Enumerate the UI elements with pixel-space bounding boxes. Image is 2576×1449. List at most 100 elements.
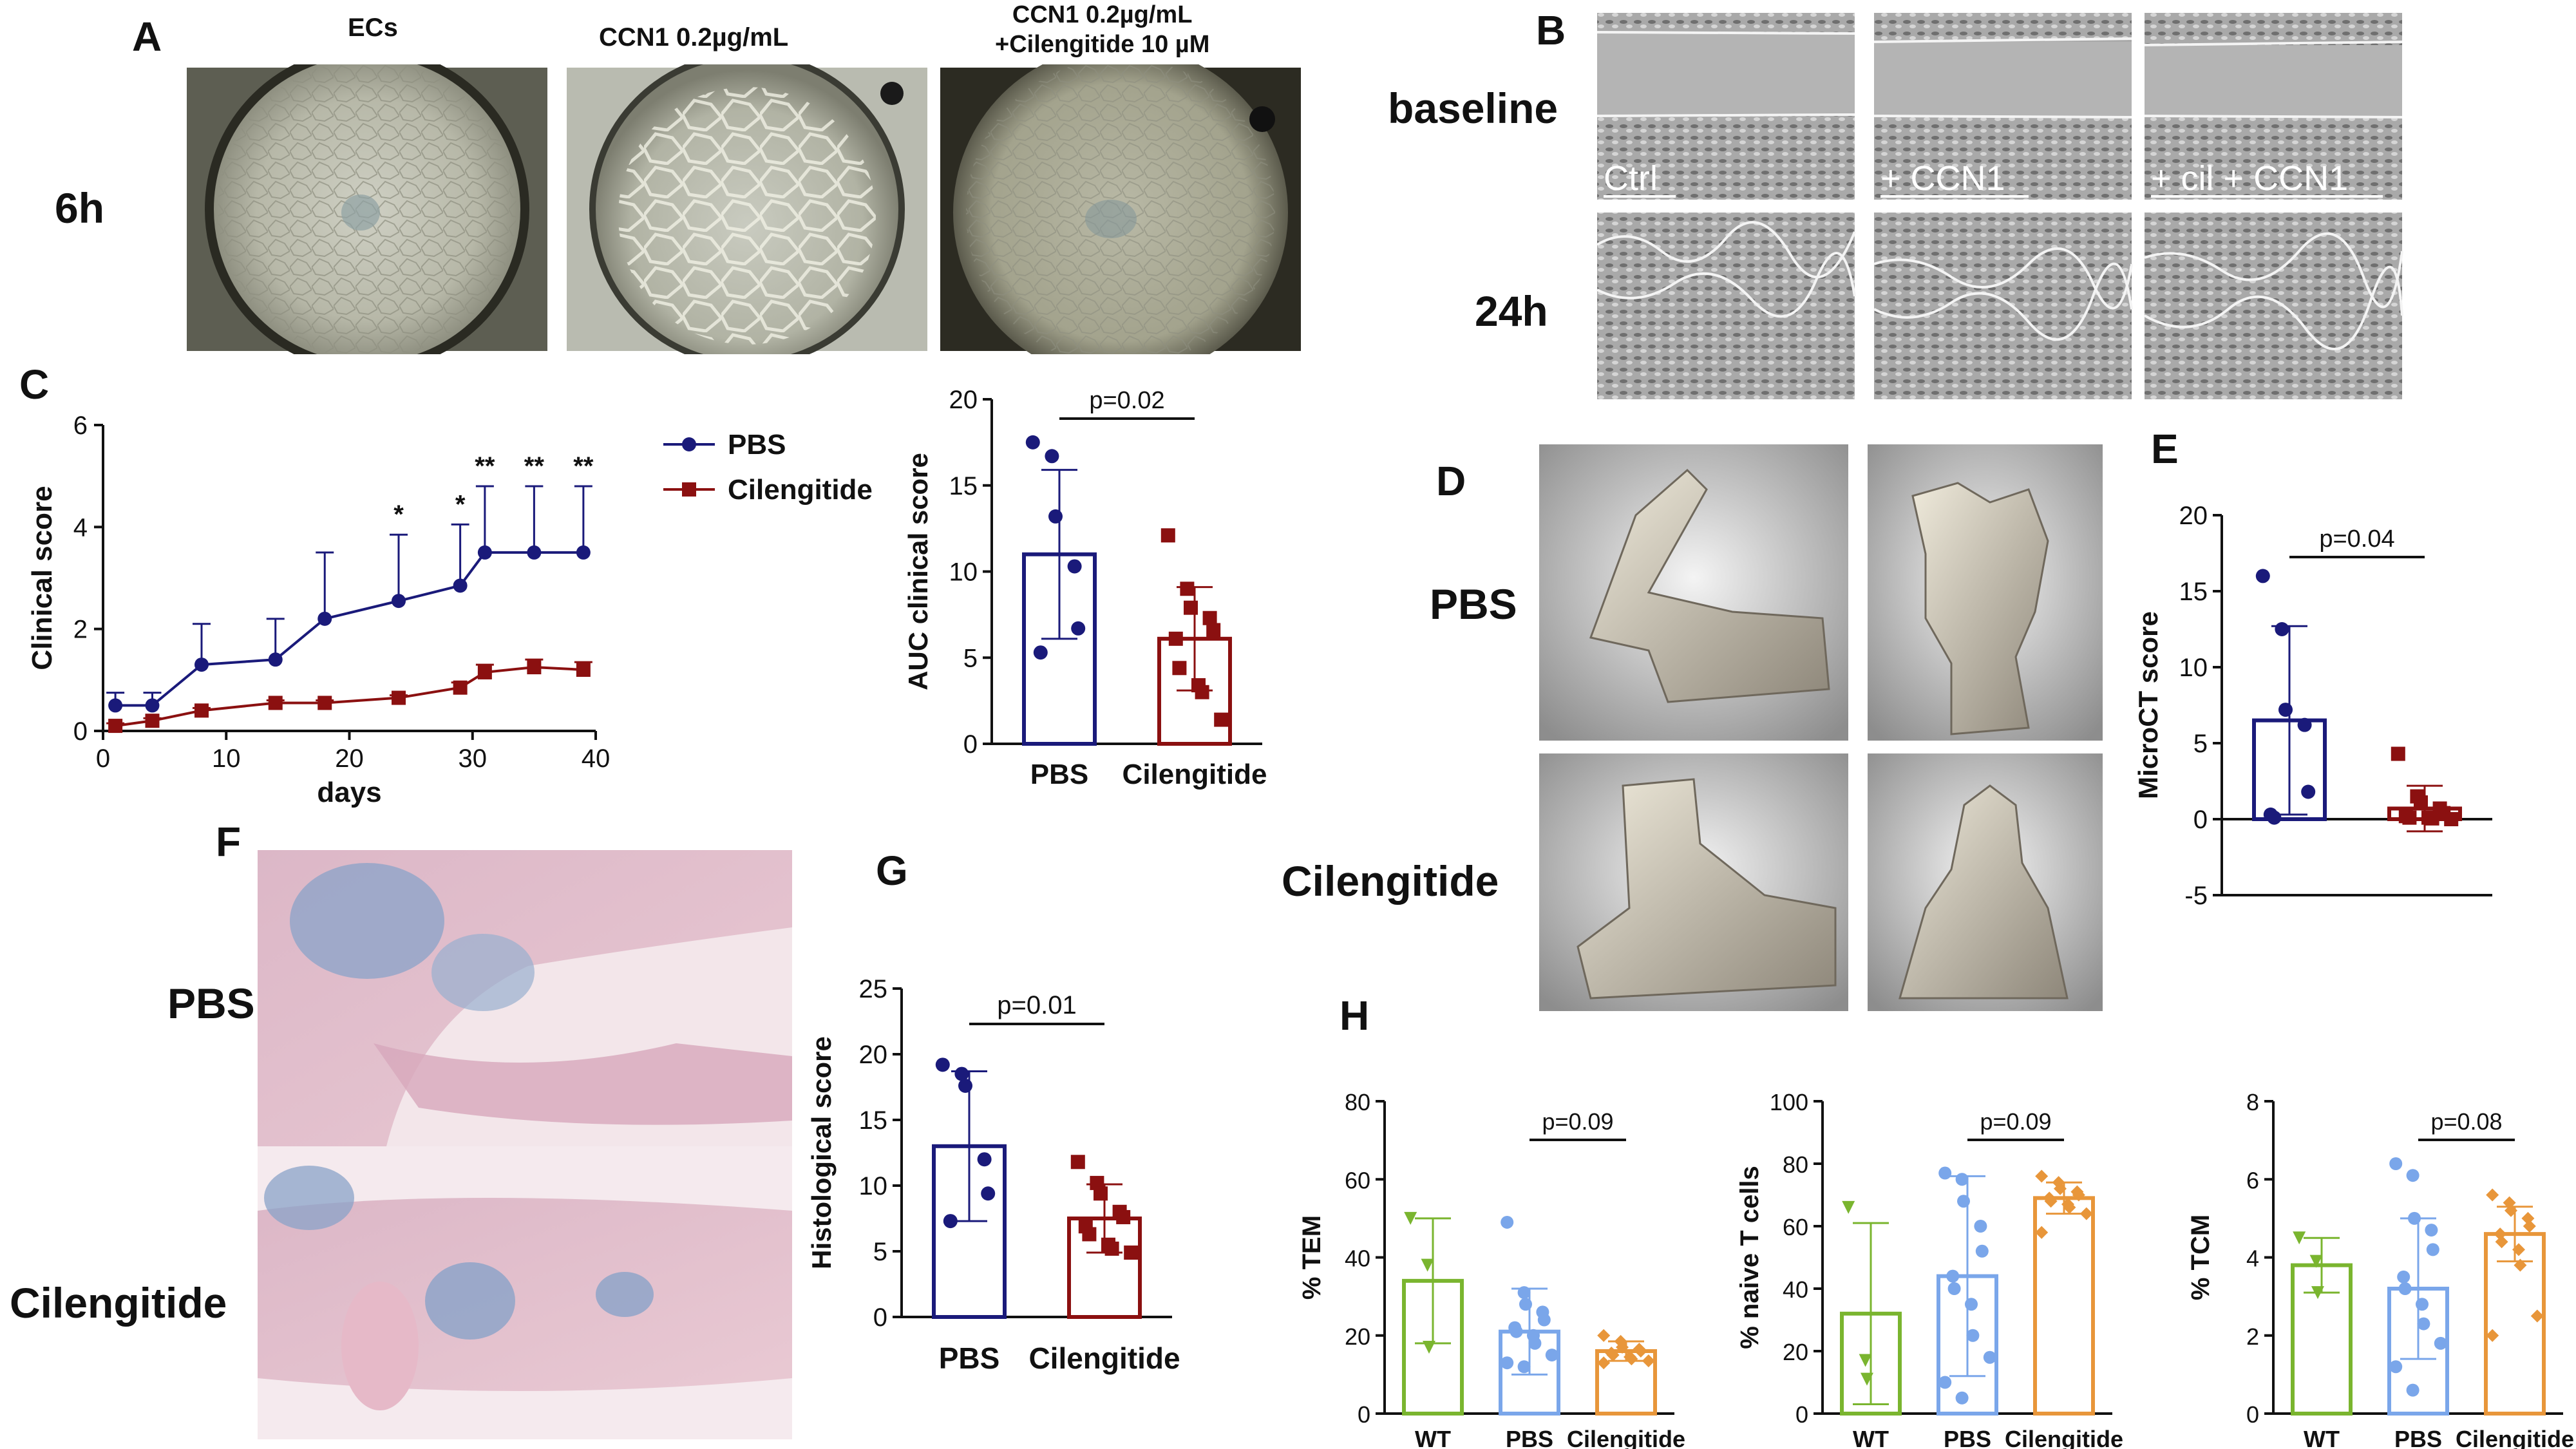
y-tick-label: 0 <box>1358 1401 1370 1428</box>
y-tick-label: 100 <box>1770 1089 1808 1115</box>
bar-group-wt <box>1402 1211 1464 1416</box>
significance-mark: * <box>393 500 404 529</box>
bar-group-wt <box>1840 1200 1902 1416</box>
y-tick-label: 15 <box>2179 578 2208 606</box>
y-tick-label: 0 <box>2246 1401 2259 1428</box>
data-point <box>1025 435 1040 450</box>
data-point <box>2495 1235 2508 1249</box>
data-point <box>935 1057 950 1072</box>
data-point <box>1421 1258 1434 1272</box>
data-point <box>2072 1188 2085 1202</box>
category-label: WT <box>1853 1426 1889 1449</box>
data-point <box>1606 1349 1620 1362</box>
bar-group-cilengitide <box>1067 1155 1142 1319</box>
x-tick-label: 10 <box>212 744 241 773</box>
panel-b-image-ctrl-baseline <box>1596 13 1855 200</box>
bar-group-wt <box>2291 1231 2353 1416</box>
y-tick-label: 20 <box>1783 1339 1808 1365</box>
data-point <box>2408 1211 2421 1225</box>
data-point <box>1124 1245 1139 1260</box>
data-point <box>1510 1325 1523 1338</box>
data-point <box>2309 1255 2323 1268</box>
data-point <box>1168 631 1183 646</box>
category-label: PBS <box>2394 1426 2442 1449</box>
data-point <box>194 703 209 718</box>
y-tick-label: 20 <box>1345 1323 1370 1350</box>
data-point <box>317 611 332 626</box>
x-tick-label: 40 <box>582 744 611 773</box>
data-point <box>268 696 283 710</box>
series-line <box>115 666 583 728</box>
data-point <box>2417 1317 2430 1331</box>
data-point <box>2505 1204 2517 1217</box>
panel-label-a: A <box>132 14 162 60</box>
data-point <box>268 652 283 667</box>
p-value-label: p=0.09 <box>1542 1108 1613 1135</box>
data-point <box>1946 1269 1960 1283</box>
data-point <box>453 680 468 695</box>
data-point <box>1957 1195 1970 1208</box>
panel-a-row-6h: 6h <box>55 184 105 232</box>
panel-a-title-ccn1-cil: CCN1 0.2µg/mL +Cilengitide 10 µM <box>995 1 1210 58</box>
data-point <box>977 1152 992 1167</box>
series-line <box>115 551 583 707</box>
panel-a-title-ccn1: CCN1 0.2µg/mL <box>599 23 789 52</box>
y-tick-label: 2 <box>2246 1323 2259 1350</box>
data-point <box>576 663 591 677</box>
category-label: Cilengitide <box>2456 1426 2574 1449</box>
panel-b-row-baseline: baseline <box>1388 84 1558 132</box>
y-tick-label: 8 <box>2246 1089 2259 1115</box>
data-point <box>2503 1196 2516 1209</box>
data-point <box>576 545 591 560</box>
data-point <box>1842 1200 1855 1214</box>
y-axis-label: MicroCT score <box>2133 611 2163 799</box>
p-value-label: p=0.02 <box>1089 387 1164 414</box>
data-point <box>1528 1336 1542 1350</box>
y-tick-label: 25 <box>859 975 888 1003</box>
data-point <box>2044 1195 2058 1208</box>
panel-b-image-cil-ccn1-24h <box>2144 213 2403 399</box>
data-point <box>2035 1226 2049 1239</box>
panel-b-image-ccn1-24h <box>1873 213 2133 399</box>
data-point <box>2398 1282 2412 1295</box>
panel-label-c: C <box>19 361 50 408</box>
data-point <box>527 545 542 560</box>
panel-b-image-cil-ccn1-baseline <box>2144 13 2403 200</box>
significance-mark: ** <box>524 452 545 480</box>
panel-e-bar-chart: -5 0 5 10 15 20 MicroCT score p=0.04 <box>2133 502 2492 910</box>
data-point <box>2052 1176 2065 1189</box>
data-point <box>1537 1313 1551 1327</box>
data-point <box>1517 1286 1531 1300</box>
data-point <box>1625 1352 1638 1366</box>
bar-group-pbs <box>1022 435 1097 746</box>
data-point <box>1545 1349 1558 1362</box>
panel-d-row-cilengitide: Cilengitide <box>1282 857 1499 905</box>
panel-b-image-ccn1-baseline <box>1873 13 2132 200</box>
y-tick-label: 10 <box>949 558 978 587</box>
category-label: PBS <box>1506 1426 1553 1449</box>
panel-d-images <box>1539 444 2103 1011</box>
significance-mark: ** <box>573 452 594 480</box>
data-point <box>145 698 160 713</box>
panel-c-bar-chart: 0 5 10 15 20 AUC clinical score PBS Cilengitide… <box>903 386 1267 790</box>
y-tick-label: 6 <box>73 412 88 440</box>
data-point <box>2486 1329 2499 1342</box>
data-point <box>317 696 332 710</box>
panel-b-label-cil-ccn1: + cil + CCN1 <box>2151 159 2348 198</box>
data-point <box>1070 1155 1085 1170</box>
y-tick-label: 0 <box>873 1303 887 1332</box>
panel-a-title-ecs: ECs <box>348 14 398 42</box>
panel-b-label-ccn1: + CCN1 <box>1880 159 2005 198</box>
data-point <box>1202 611 1217 625</box>
data-point <box>1501 1356 1514 1370</box>
legend-label: Cilengitide <box>728 474 873 506</box>
data-point <box>1614 1334 1627 1348</box>
series-cilengitide <box>106 658 592 734</box>
y-tick-label: 0 <box>2193 806 2208 834</box>
data-point <box>1116 1209 1131 1224</box>
data-point <box>1955 1173 1969 1186</box>
data-point <box>2293 1231 2306 1245</box>
y-tick-label: 40 <box>1783 1276 1808 1303</box>
data-point <box>2063 1200 2076 1214</box>
y-tick-label: 6 <box>2246 1167 2259 1193</box>
